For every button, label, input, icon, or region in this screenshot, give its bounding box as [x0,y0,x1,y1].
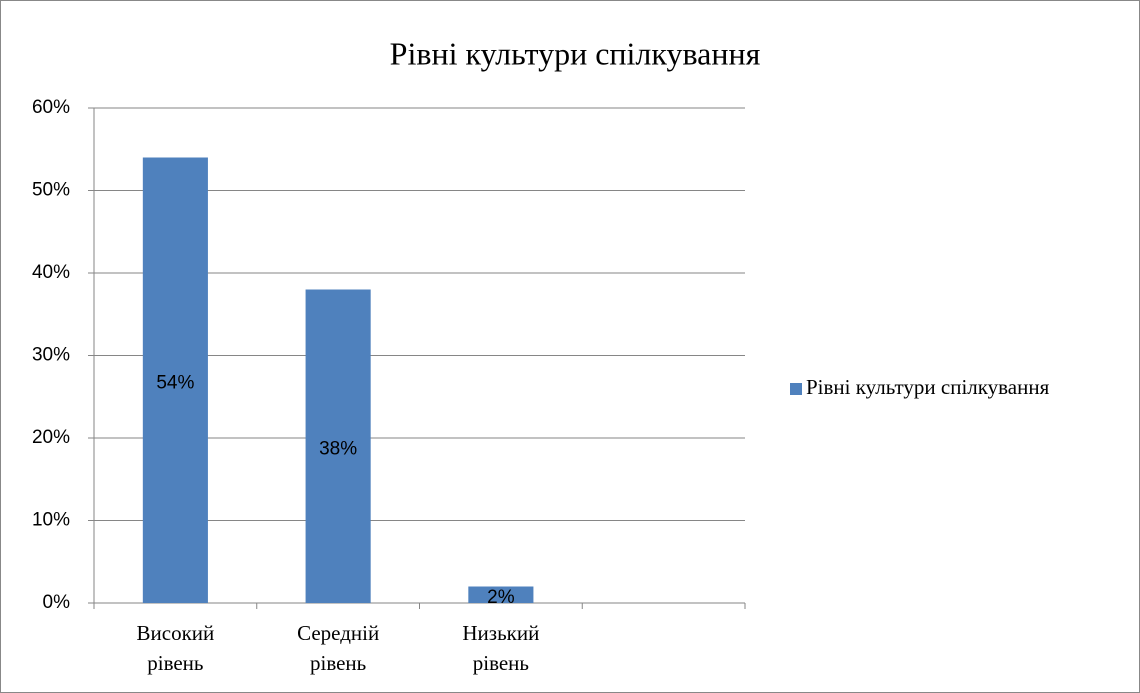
y-tick-label: 10% [32,510,70,531]
y-tick-label: 60% [32,97,70,118]
x-tick-label-line: Низький [462,621,539,645]
x-tick-label: Низький рівень [462,621,539,675]
data-label: 38% [319,438,357,459]
x-tick-label-line: рівень [310,651,366,675]
bar [305,289,371,603]
x-tick-label: Високий рівень [137,621,215,675]
y-tick-label: 50% [32,180,70,201]
bar [142,157,208,603]
y-tick-label: 20% [32,427,70,448]
x-tick-label-line: Середній [297,621,379,645]
y-tick-label: 40% [32,262,70,283]
x-tick-label-line: Високий [137,621,215,645]
bar [468,586,534,603]
legend-swatch [790,383,802,395]
data-label: 2% [487,587,515,608]
y-tick-label: 30% [32,345,70,366]
x-tick-label: Середній рівень [297,621,379,675]
x-tick-label-line: рівень [147,651,203,675]
data-label: 54% [156,372,194,393]
chart-title: Рівні культури спілкування [390,35,761,71]
x-tick-label-line: рівень [473,651,529,675]
legend-label: Рівні культури спілкування [806,375,1050,399]
y-tick-label: 0% [43,592,71,613]
